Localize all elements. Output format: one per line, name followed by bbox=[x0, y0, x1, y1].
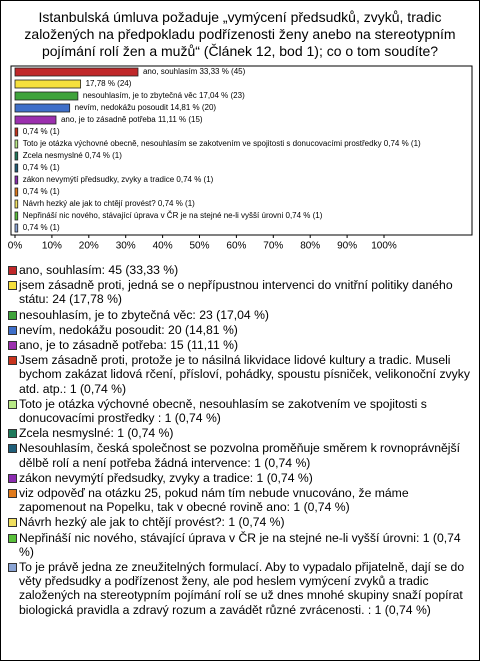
legend-item: ano, je to zásadně potřeba: 15 (11,11 %) bbox=[7, 338, 471, 352]
value-label: zákon nevymýtí předsudky, zvyky a tradic… bbox=[23, 175, 214, 184]
chart: 0% 10% 20% 30% 40% 50% 60% 70% 80% 90% 100% ano, so… bbox=[8, 65, 473, 252]
legend-swatch bbox=[8, 473, 17, 483]
legend-swatch bbox=[8, 310, 17, 320]
legend-label: ano, souhlasím: 45 (33,33 %) bbox=[19, 263, 179, 277]
legend-label: Zcela nesmyslné: 1 (0,74 %) bbox=[19, 426, 174, 441]
legend-label: Jsem zásadně proti, protože je to násiln… bbox=[19, 353, 470, 396]
bar bbox=[14, 67, 139, 77]
bar bbox=[14, 175, 19, 185]
bar bbox=[14, 223, 19, 233]
value-label: 17,78 % (24) bbox=[86, 79, 132, 88]
legend: ano, souhlasím: 45 (33,33 %) jsem zásadně… bbox=[7, 263, 471, 618]
legend-swatch bbox=[8, 533, 17, 543]
legend-label: nesouhlasím, je to zbytečná věc: 23 (17,… bbox=[19, 307, 269, 322]
legend-item: jsem zásadně proti, jedná se o nepřípust… bbox=[7, 278, 471, 306]
legend-swatch bbox=[8, 399, 17, 409]
value-label: ano, souhlasím 33,33 % (45) bbox=[143, 67, 246, 76]
chart-title: Istanbulská úmluva požaduje „vymýcení př… bbox=[24, 9, 456, 59]
legend-label: To je právě jedna ze zneužitelných formu… bbox=[19, 560, 465, 617]
legend-swatch bbox=[8, 563, 17, 573]
legend-item: nevím, nedokážu posoudit: 20 (14,81 %) bbox=[7, 323, 471, 337]
legend-swatch bbox=[8, 518, 17, 528]
bar bbox=[14, 139, 19, 149]
legend-label: zákon nevymýtí předsudky, zvyky a tradic… bbox=[19, 470, 313, 485]
bar bbox=[14, 211, 19, 221]
legend-item: ano, souhlasím: 45 (33,33 %) bbox=[7, 263, 471, 277]
legend-swatch bbox=[8, 489, 17, 499]
x-tick-label: 50% bbox=[189, 241, 209, 252]
value-label: nevím, nedokážu posoudit 14,81 % (20) bbox=[75, 103, 217, 112]
legend-item: Toto je otázka výchovné obecně, nesouhla… bbox=[7, 397, 471, 425]
bar bbox=[14, 103, 71, 113]
bar bbox=[14, 115, 57, 125]
bar bbox=[14, 199, 19, 209]
legend-swatch bbox=[8, 266, 17, 275]
legend-label: Nepřináší nic nového, stávající úprava v… bbox=[19, 530, 461, 559]
legend-item: Nepřináší nic nového, stávající úprava v… bbox=[7, 531, 471, 559]
x-tick-label: 10% bbox=[42, 241, 62, 252]
value-label: 0,74 % (1) bbox=[23, 127, 60, 136]
x-tick-label: 90% bbox=[337, 241, 357, 252]
value-label: nesouhlasím, je to zbytečná věc 17,04 % … bbox=[83, 91, 245, 100]
bar bbox=[14, 91, 79, 101]
legend-swatch bbox=[8, 325, 17, 335]
legend-swatch bbox=[8, 341, 17, 351]
legend-item: Návrh hezký ale jak to chtějí provést?: … bbox=[7, 515, 471, 529]
bar bbox=[14, 127, 19, 137]
legend-swatch bbox=[8, 281, 17, 291]
bar bbox=[14, 79, 82, 89]
bar bbox=[14, 151, 19, 161]
legend-label: Nesouhlasím, česká společnost se pozvoln… bbox=[19, 441, 460, 470]
value-label: Návrh hezký ale jak to chtějí provést? 0… bbox=[23, 199, 195, 208]
legend-swatch bbox=[8, 429, 17, 439]
legend-item: viz odpověď na otázku 25, pokud nám tím … bbox=[7, 486, 471, 514]
value-label: Toto je otázka výchovné obecně, nesouhla… bbox=[23, 139, 421, 148]
x-tick-label: 40% bbox=[153, 241, 173, 252]
x-tick-label: 80% bbox=[300, 241, 320, 252]
plot-frame bbox=[10, 65, 473, 236]
value-label: Nepřináší nic nového, stávající úprava v… bbox=[23, 211, 323, 220]
legend-item: Zcela nesmyslné: 1 (0,74 %) bbox=[7, 426, 471, 440]
legend-item: zákon nevymýtí předsudky, zvyky a tradic… bbox=[7, 471, 471, 485]
legend-item: nesouhlasím, je to zbytečná věc: 23 (17,… bbox=[7, 308, 471, 322]
legend-label: viz odpověď na otázku 25, pokud nám tím … bbox=[19, 486, 409, 515]
legend-label: nevím, nedokážu posoudit: 20 (14,81 %) bbox=[19, 322, 238, 337]
value-label: 0,74 % (1) bbox=[23, 163, 60, 172]
legend-item: Jsem zásadně proti, protože je to násiln… bbox=[7, 353, 471, 396]
x-tick-label: 0% bbox=[8, 241, 23, 252]
legend-label: jsem zásadně proti, jedná se o nepřípust… bbox=[19, 278, 453, 307]
bar bbox=[14, 187, 19, 197]
legend-label: ano, je to zásadně potřeba: 15 (11,11 %) bbox=[19, 338, 239, 353]
x-tick-label: 30% bbox=[116, 241, 136, 252]
value-label: 0,74 % (1) bbox=[23, 187, 60, 196]
value-label: ano, je to zásadně potřeba 11,11 % (15) bbox=[61, 115, 203, 124]
x-tick-label: 100% bbox=[371, 241, 397, 252]
legend-label: Návrh hezký ale jak to chtějí provést?: … bbox=[19, 515, 285, 530]
x-tick-label: 60% bbox=[226, 241, 246, 252]
x-tick-label: 20% bbox=[79, 241, 99, 252]
value-label: 0,74 % (1) bbox=[23, 223, 60, 232]
bar bbox=[14, 163, 19, 173]
legend-swatch bbox=[8, 356, 17, 366]
legend-swatch bbox=[8, 444, 17, 454]
legend-item: Nesouhlasím, česká společnost se pozvoln… bbox=[7, 441, 471, 470]
x-tick-label: 70% bbox=[263, 241, 283, 252]
legend-label: Toto je otázka výchovné obecně, nesouhla… bbox=[19, 396, 427, 426]
value-label: Zcela nesmyslné 0,74 % (1) bbox=[23, 151, 122, 160]
legend-item: To je právě jedna ze zneužitelných formu… bbox=[7, 560, 471, 617]
